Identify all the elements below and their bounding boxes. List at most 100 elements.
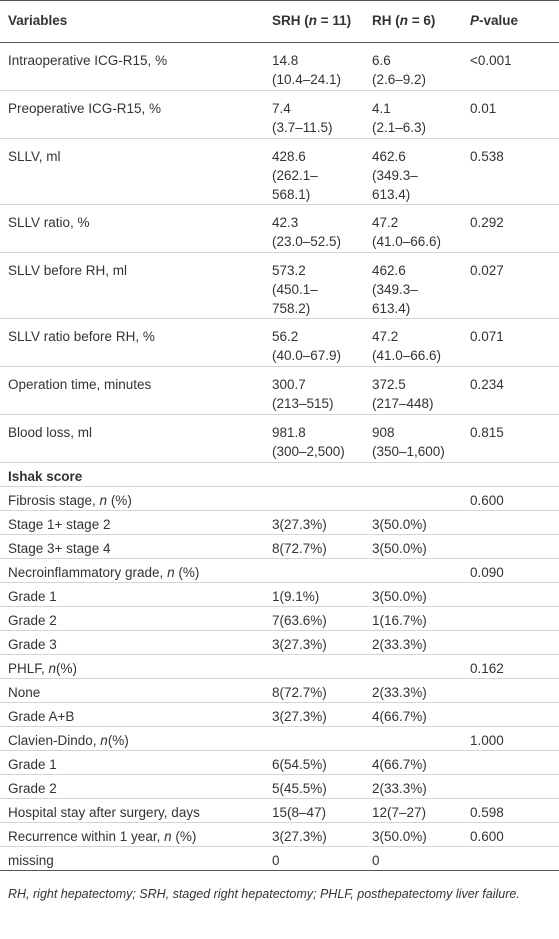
table-row: Fibrosis stage, n (%) 0.600 <box>0 486 559 511</box>
table-cell: 3(50.0%) <box>364 582 462 607</box>
table-cell <box>364 558 462 583</box>
table-cell <box>364 462 462 487</box>
table-cell: Recurrence within 1 year, n (%) <box>0 822 264 847</box>
table-cell: 3(27.3%) <box>264 630 364 655</box>
table-cell: 0.815 <box>462 414 559 463</box>
italic-text: P <box>470 13 480 28</box>
table-cell: 15(8–47) <box>264 798 364 823</box>
table-cell: 0.600 <box>462 822 559 847</box>
table-cell <box>462 678 559 703</box>
cell-line: (262.1–568.1) <box>272 168 318 202</box>
cell-line: 372.5 <box>372 377 406 392</box>
table-row: Preoperative ICG-R15, % 7.4 (3.7–11.5) 4.1 (… <box>0 90 559 139</box>
table-cell <box>462 534 559 559</box>
table-cell: 3(27.3%) <box>264 510 364 535</box>
cell-line: (10.4–24.1) <box>272 72 342 87</box>
table-cell <box>462 774 559 799</box>
table-cell <box>364 486 462 511</box>
table-cell: 0.600 <box>462 486 559 511</box>
text: PHLF, <box>8 661 49 676</box>
cell-line: (300–2,500) <box>272 444 345 459</box>
table-cell: 0.162 <box>462 654 559 679</box>
table-cell: Operation time, minutes <box>0 366 264 415</box>
cell-line: (349.3–613.4) <box>372 282 418 316</box>
section-label: Ishak score <box>8 469 83 484</box>
table-cell <box>264 654 364 679</box>
cell-line: 908 <box>372 425 395 440</box>
table-cell: 981.8 (300–2,500) <box>264 414 364 463</box>
table-cell: SLLV, ml <box>0 138 264 205</box>
table-cell: 4(66.7%) <box>364 702 462 727</box>
table-cell: 3(50.0%) <box>364 534 462 559</box>
table-cell: 3(27.3%) <box>264 702 364 727</box>
header-cell: RH (n = 6) <box>364 0 462 43</box>
table-cell: 0.538 <box>462 138 559 205</box>
table-row: Stage 1+ stage 2 3(27.3%) 3(50.0%) <box>0 510 559 535</box>
table-cell: PHLF, n(%) <box>0 654 264 679</box>
cell-line: 47.2 <box>372 329 399 344</box>
table-cell: 47.2 (41.0–66.6) <box>364 318 462 367</box>
table-cell: 0.071 <box>462 318 559 367</box>
table-row: Intraoperative ICG-R15, % 14.8 (10.4–24.1)… <box>0 42 559 91</box>
table-cell: <0.001 <box>462 42 559 91</box>
cell-line: 14.8 <box>272 53 299 68</box>
table-cell: Fibrosis stage, n (%) <box>0 486 264 511</box>
table-cell: SLLV ratio, % <box>0 204 264 253</box>
table-cell: 8(72.7%) <box>264 534 364 559</box>
table-cell <box>462 606 559 631</box>
table-cell: 2(33.3%) <box>364 678 462 703</box>
table-cell <box>264 486 364 511</box>
table-cell: SLLV ratio before RH, % <box>0 318 264 367</box>
table-cell: Hospital stay after surgery, days <box>0 798 264 823</box>
table-cell: Grade 2 <box>0 774 264 799</box>
table-cell <box>462 510 559 535</box>
table-cell <box>462 462 559 487</box>
table-cell: 42.3 (23.0–52.5) <box>264 204 364 253</box>
table-cell: Grade A+B <box>0 702 264 727</box>
table-cell: 8(72.7%) <box>264 678 364 703</box>
table-cell <box>462 846 559 871</box>
cell-line: (2.1–6.3) <box>372 120 427 135</box>
table-row: Grade 2 5(45.5%) 2(33.3%) <box>0 774 559 799</box>
table-cell: Clavien-Dindo, n(%) <box>0 726 264 751</box>
italic-text: n <box>48 661 57 676</box>
table-row: Operation time, minutes 300.7 (213–515) 372… <box>0 366 559 415</box>
text: RH ( <box>372 13 400 28</box>
table-cell: 12(7–27) <box>364 798 462 823</box>
table-row: Grade 3 3(27.3%) 2(33.3%) <box>0 630 559 655</box>
cell-line: 300.7 <box>272 377 306 392</box>
text: = 11) <box>317 13 352 28</box>
cell-line: 7.4 <box>272 101 291 116</box>
cell-line: 56.2 <box>272 329 299 344</box>
cell-line: (41.0–66.6) <box>372 234 442 249</box>
table-cell: 1(9.1%) <box>264 582 364 607</box>
header-cell: SRH (n = 11) <box>264 0 364 43</box>
cell-line: (350–1,600) <box>372 444 445 459</box>
table-cell: 1(16.7%) <box>364 606 462 631</box>
table-cell: 0.090 <box>462 558 559 583</box>
table-row: Grade 1 1(9.1%) 3(50.0%) <box>0 582 559 607</box>
cell-line: 462.6 <box>372 263 406 278</box>
header-cell: P-value <box>462 0 559 43</box>
table-cell: 3(27.3%) <box>264 822 364 847</box>
cell-line: 428.6 <box>272 149 306 164</box>
table-cell: Blood loss, ml <box>0 414 264 463</box>
table-row: Ishak score <box>0 462 559 487</box>
header-row: Variables SRH (n = 11) RH (n = 6) P-value <box>0 0 559 43</box>
table-cell: Stage 3+ stage 4 <box>0 534 264 559</box>
table-row: None 8(72.7%) 2(33.3%) <box>0 678 559 703</box>
text: (%) <box>56 661 78 676</box>
cell-line: (2.6–9.2) <box>372 72 427 87</box>
table-cell: Grade 2 <box>0 606 264 631</box>
table-cell: 462.6 (349.3–613.4) <box>364 252 462 319</box>
text: (%) <box>171 829 197 844</box>
table-cell: 3(50.0%) <box>364 510 462 535</box>
table-cell: 462.6 (349.3–613.4) <box>364 138 462 205</box>
table-cell: 0.292 <box>462 204 559 253</box>
cell-line: (213–515) <box>272 396 334 411</box>
table-cell: 0.598 <box>462 798 559 823</box>
italic-text: n <box>308 13 317 28</box>
table-cell: 0 <box>364 846 462 871</box>
table-cell: 47.2 (41.0–66.6) <box>364 204 462 253</box>
